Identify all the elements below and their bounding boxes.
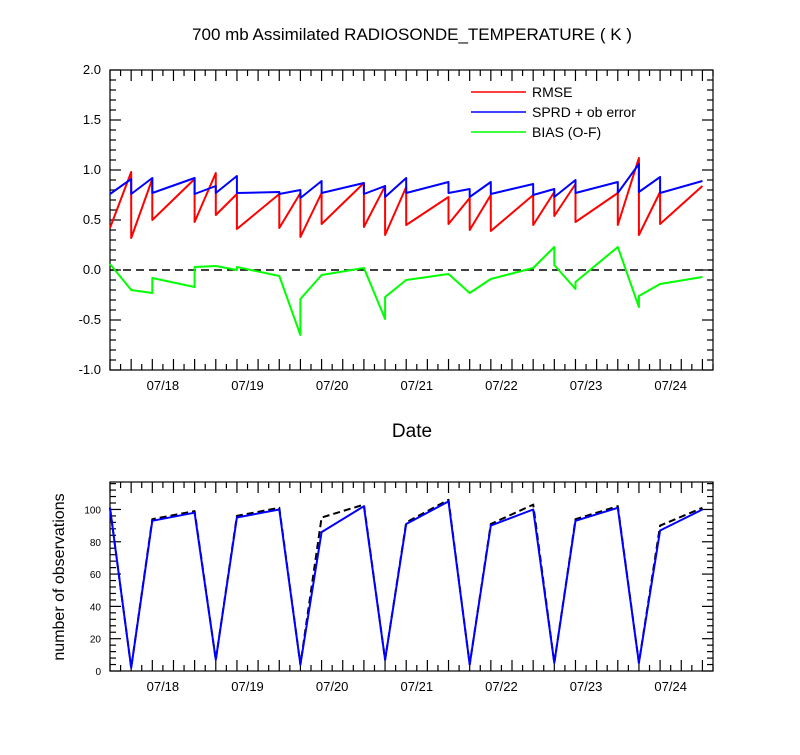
top-axes: 07/18 07/19 07/20 07/21 07/22 07/23 07/24 2.0 1.… xyxy=(79,62,714,393)
bottom-x-tick-label: 07/20 xyxy=(316,679,349,694)
bottom-y-tick-label: 40 xyxy=(90,602,102,613)
top-y-tick-label: 2.0 xyxy=(83,62,101,77)
top-series-group xyxy=(109,157,704,336)
bottom-plot-frame xyxy=(109,481,714,672)
x-axis-label: Date xyxy=(392,421,432,442)
top-x-tick-label: 07/24 xyxy=(654,378,687,393)
bottom-y-tick-label: 80 xyxy=(90,538,102,549)
top-x-tick-label: 07/22 xyxy=(485,378,518,393)
top-series-line-3 xyxy=(109,246,703,336)
y-axis-label: number of observations xyxy=(51,493,68,660)
top-y-tick-label: 0.0 xyxy=(83,262,101,277)
bottom-y-tick-label: 60 xyxy=(90,570,102,581)
top-y-tick-label: 1.5 xyxy=(83,112,101,127)
top-y-tick-label: -0.5 xyxy=(79,312,101,327)
legend-label-sprd: SPRD + ob error xyxy=(532,104,636,120)
bottom-series-group xyxy=(109,498,703,669)
bottom-y-tick-label: 0 xyxy=(95,667,101,678)
top-y-tick-label: 1.0 xyxy=(83,162,101,177)
bottom-x-tick-label: 07/18 xyxy=(147,679,180,694)
bottom-x-tick-label: 07/24 xyxy=(654,679,687,694)
bottom-series-line-2 xyxy=(109,500,703,669)
top-x-tick-label: 07/20 xyxy=(316,378,349,393)
top-series-line-2 xyxy=(109,163,703,199)
bottom-x-tick-label: 07/22 xyxy=(485,679,518,694)
top-x-tick-label: 07/23 xyxy=(570,378,603,393)
bottom-x-tick-label: 07/21 xyxy=(401,679,434,694)
top-x-tick-label: 07/18 xyxy=(147,378,180,393)
top-y-tick-label: -1.0 xyxy=(79,362,101,377)
bottom-y-tick-label: 20 xyxy=(90,635,102,646)
bottom-y-tick-label: 100 xyxy=(84,505,101,516)
bottom-axes: 07/18 07/19 07/20 07/21 07/22 07/23 07/24 0 20 40… xyxy=(84,481,714,694)
top-y-tick-label: 0.5 xyxy=(83,212,101,227)
bottom-x-tick-label: 07/19 xyxy=(231,679,264,694)
top-x-tick-label: 07/19 xyxy=(231,378,264,393)
chart-title: 700 mb Assimilated RADIOSONDE_TEMPERATUR… xyxy=(192,25,632,44)
legend-label-bias: BIAS (O-F) xyxy=(532,124,601,140)
bottom-x-tick-label: 07/23 xyxy=(570,679,603,694)
top-x-tick-label: 07/21 xyxy=(401,378,434,393)
legend: RMSE SPRD + ob error BIAS (O-F) xyxy=(471,84,636,140)
top-series-line-1 xyxy=(109,157,704,239)
legend-label-rmse: RMSE xyxy=(532,84,572,100)
